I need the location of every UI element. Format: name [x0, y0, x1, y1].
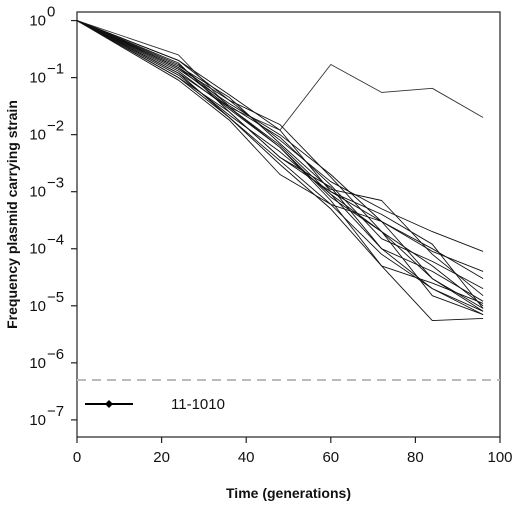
series-line-11	[76, 20, 484, 304]
series-line-15	[76, 20, 484, 272]
series-line-7	[76, 20, 484, 312]
y-tick-label: 10	[29, 13, 46, 30]
y-axis-title: Frequency plasmid carrying strain	[4, 100, 20, 329]
x-tick-label: 40	[238, 449, 255, 466]
series-line-13	[76, 20, 484, 309]
series-line-10	[76, 20, 484, 297]
plot-frame	[76, 11, 501, 438]
y-tick-exponent: −6	[47, 346, 64, 363]
y-tick-label: 10	[29, 412, 46, 429]
x-axis-title: Time (generations)	[226, 485, 351, 501]
y-tick-exponent: 0	[47, 4, 55, 21]
series-line-14	[76, 20, 484, 312]
y-tick-label: 10	[29, 184, 46, 201]
y-tick-exponent: −4	[47, 232, 64, 249]
y-tick-label: 10	[29, 241, 46, 258]
series-line-16	[76, 20, 484, 316]
series-line-12	[76, 20, 484, 289]
legend: 11-1010	[85, 396, 225, 413]
legend-label: 11-1010	[171, 396, 225, 413]
series-line-4	[76, 20, 484, 322]
axes: 0 20 40 60 80 10010010−110−210−310−410−510−61…	[29, 4, 512, 466]
series-line-3	[76, 20, 484, 316]
x-tick-label: 60	[322, 449, 339, 466]
legend-marker	[105, 400, 113, 408]
series-layer	[76, 20, 484, 322]
y-tick-label: 10	[29, 355, 46, 372]
y-tick-exponent: −2	[47, 118, 64, 135]
x-tick-label: 100	[487, 449, 512, 466]
y-tick-exponent: −7	[47, 403, 64, 420]
y-tick-exponent: −1	[47, 61, 64, 78]
x-tick-label: 20	[153, 449, 170, 466]
y-tick-exponent: −5	[47, 289, 64, 306]
y-tick-label: 10	[29, 70, 46, 87]
series-line-1	[76, 20, 484, 131]
series-line-9	[76, 20, 484, 307]
x-tick-label: 0	[73, 449, 81, 466]
y-tick-label: 10	[29, 298, 46, 315]
x-tick-label: 80	[407, 449, 424, 466]
y-tick-label: 10	[29, 127, 46, 144]
series-line-8	[76, 20, 484, 279]
y-tick-exponent: −3	[47, 175, 64, 192]
